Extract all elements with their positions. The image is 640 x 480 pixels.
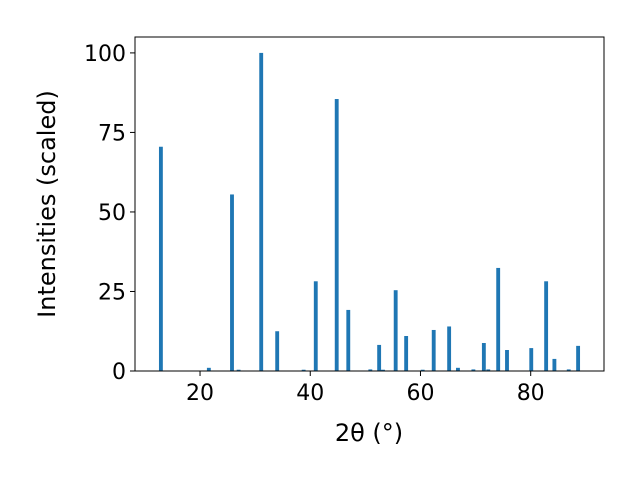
bar [471, 369, 476, 371]
x-tick-label: 80 [517, 381, 545, 406]
bar [230, 194, 234, 371]
bar [447, 326, 452, 371]
bar [236, 369, 241, 371]
bar [529, 348, 534, 371]
bar [552, 358, 557, 371]
bar [377, 344, 382, 371]
x-tick-label: 40 [296, 381, 324, 406]
y-axis: 0 25 50 75 100 [84, 42, 135, 385]
bar [275, 331, 280, 371]
plot-frame [134, 36, 605, 372]
bar [566, 369, 571, 371]
bar [486, 369, 491, 371]
bars-group [158, 52, 581, 372]
bar [404, 336, 409, 371]
bar [301, 369, 306, 371]
bar [368, 369, 373, 371]
bar [576, 345, 581, 371]
bar [158, 146, 163, 371]
bar [206, 367, 211, 371]
bar [505, 350, 509, 371]
bar [431, 329, 436, 371]
x-tick-label: 60 [406, 381, 434, 406]
y-tick-label: 100 [84, 42, 126, 67]
y-tick-label: 0 [112, 360, 126, 385]
y-tick-label: 50 [98, 201, 126, 226]
bar [481, 343, 486, 371]
bar [259, 52, 264, 372]
bar [334, 99, 339, 372]
bar [420, 369, 425, 371]
bar [544, 281, 549, 371]
y-axis-title: Intensities (scaled) [33, 90, 61, 318]
bar [496, 267, 501, 371]
x-tick-label: 20 [186, 381, 214, 406]
bar [456, 367, 460, 371]
x-axis: 20 40 60 80 [186, 371, 545, 406]
y-tick-label: 75 [98, 121, 126, 146]
bar [393, 290, 398, 371]
x-axis-title: 2θ (°) [335, 419, 403, 447]
bar [313, 281, 318, 371]
y-tick-label: 25 [98, 280, 126, 305]
bar [346, 309, 351, 371]
bar [381, 369, 385, 371]
